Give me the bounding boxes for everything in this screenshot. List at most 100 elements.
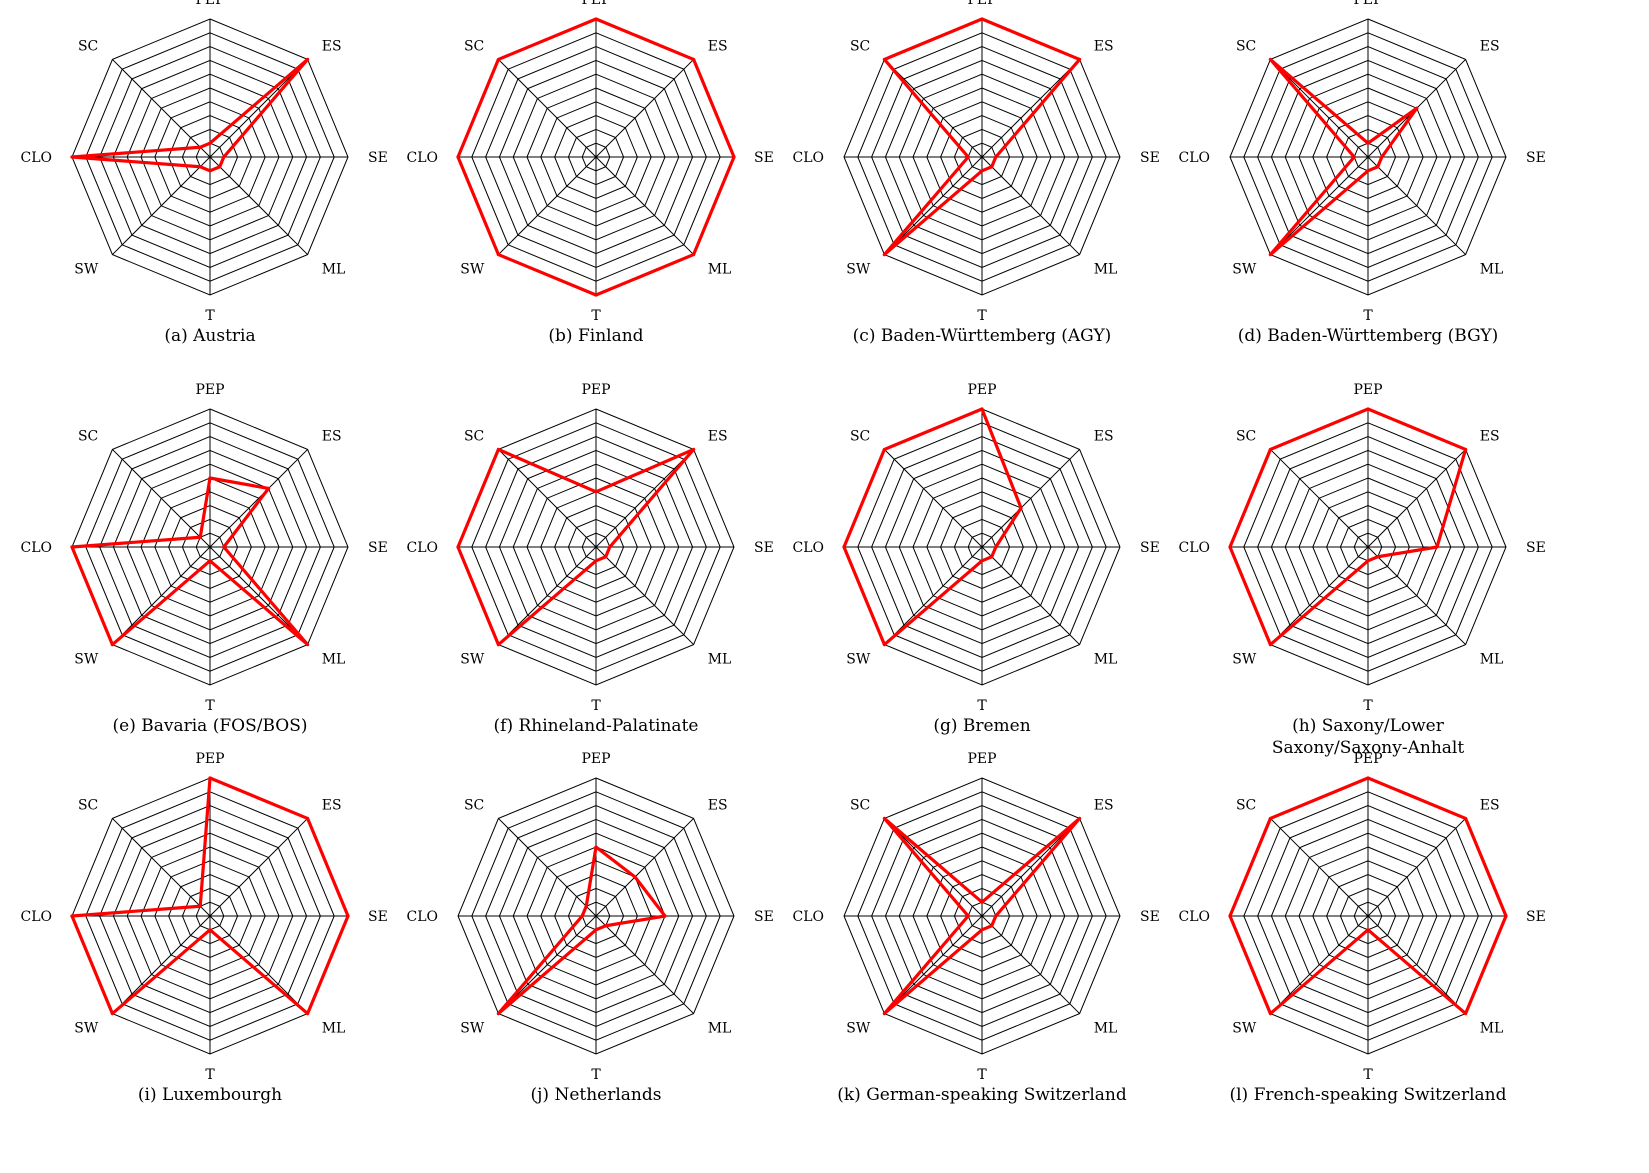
axis-spoke-es [209,449,308,548]
data-point-se [1435,545,1439,549]
data-point-sw [496,1011,501,1016]
axis-label-clo: CLO [21,150,53,166]
axis-label-pep: PEP [195,751,224,767]
axis-spoke-sw [884,546,983,645]
axis-label-clo: CLO [407,150,439,166]
data-point-se [346,914,350,918]
axis-label-sc: SC [78,797,98,813]
data-point-clo [580,914,584,918]
data-point-ml [990,555,994,559]
data-point-se [663,914,667,918]
data-point-sw [1268,1011,1273,1016]
axis-label-sc: SC [850,797,870,813]
axis-label-es: ES [1480,38,1500,54]
data-point-t [980,169,984,173]
data-point-t [594,559,598,563]
data-point-sc [198,145,202,149]
caption-line: Saxony/Saxony-Anhalt [1272,738,1465,758]
data-point-ml [691,252,696,257]
chart-caption: (g) Bremen [933,716,1030,736]
axis-label-t: T [205,698,215,714]
axis-label-ml: ML [1480,1021,1504,1037]
data-point-sw [496,642,501,647]
axis-spoke-es [1367,449,1466,548]
data-point-pep [1366,407,1370,411]
axis-spoke-ml [981,915,1080,1014]
axis-label-clo: CLO [793,150,825,166]
axis-label-sw: SW [846,1021,871,1037]
caption-line: (g) Bremen [933,716,1030,736]
axis-label-sc: SC [1236,428,1256,444]
axis-label-t: T [205,308,215,324]
axis-spoke-ml [981,546,1080,645]
axis-label-es: ES [708,38,728,54]
chart-caption: (d) Baden-Württemberg (BGY) [1238,326,1499,346]
chart-caption: (c) Baden-Württemberg (AGY) [853,326,1112,346]
chart-caption: (a) Austria [164,326,255,346]
radar-chart-2: PEP ES SE ML T SW CLO SC (c) Baden-Württemberg (… [793,0,1160,346]
axis-spoke-sc [1270,449,1369,548]
data-point-clo [842,545,846,549]
axis-spoke-sc [498,59,597,158]
axis-spoke-sw [112,915,211,1014]
axis-label-es: ES [1480,797,1500,813]
data-point-es [691,447,696,452]
data-point-es [1077,816,1082,821]
chart-caption: (j) Netherlands [531,1085,662,1105]
radar-chart-11: PEP ES SE ML T SW CLO SC (l) French-speaking Swi… [1179,751,1546,1105]
axis-label-sw: SW [460,262,485,278]
data-point-ml [305,642,310,647]
data-point-sw [882,642,887,647]
axis-label-sc: SC [850,428,870,444]
axis-label-ml: ML [322,1021,346,1037]
data-point-se [1504,914,1508,918]
axis-label-pep: PEP [195,0,224,8]
data-point-sc [882,816,887,821]
data-point-ml [990,165,994,169]
caption-line: (a) Austria [164,326,255,346]
axis-label-pep: PEP [967,0,996,8]
chart-caption: (e) Bavaria (FOS/BOS) [113,716,308,736]
data-point-pep [1366,141,1370,145]
data-point-se [994,155,998,159]
radar-chart-0: PEP ES SE ML T SW CLO SC (a) Austria [21,0,388,346]
axis-label-sw: SW [1232,652,1257,668]
axis-label-se: SE [754,150,774,166]
axis-label-clo: CLO [793,540,825,556]
axis-spoke-ml [209,546,308,645]
axis-spoke-sc [884,449,983,548]
data-point-clo [966,914,970,918]
data-point-ml [990,924,994,928]
caption-line: (c) Baden-Württemberg (AGY) [853,326,1112,346]
axis-label-se: SE [1526,150,1546,166]
radar-chart-9: PEP ES SE ML T SW CLO SC (j) Netherlands [407,751,774,1105]
data-point-pep [594,845,598,849]
axis-label-sw: SW [460,652,485,668]
axis-spoke-es [209,818,308,917]
axis-label-pep: PEP [967,382,996,398]
axis-spoke-sw [498,546,597,645]
axis-label-ml: ML [708,1021,732,1037]
axis-label-sc: SC [1236,38,1256,54]
axis-label-t: T [977,1067,987,1083]
caption-line: (h) Saxony/Lower [1292,716,1445,736]
data-point-clo [1228,914,1232,918]
axis-label-pep: PEP [1353,382,1382,398]
axis-label-se: SE [1526,909,1546,925]
data-point-sw [882,252,887,257]
axis-label-sc: SC [78,38,98,54]
data-point-sw [1268,252,1273,257]
axis-label-clo: CLO [21,909,53,925]
axis-label-pep: PEP [1353,0,1382,8]
data-point-ml [305,1011,310,1016]
axis-spoke-sc [884,818,983,917]
data-point-es [691,57,696,62]
radar-chart-6: PEP ES SE ML T SW CLO SC (g) Bremen [793,382,1160,736]
axis-label-se: SE [368,909,388,925]
axis-label-ml: ML [322,262,346,278]
data-point-t [594,293,598,297]
radar-chart-5: PEP ES SE ML T SW CLO SC (f) Rhineland-Palatinat… [407,382,774,736]
data-point-clo [456,545,460,549]
data-point-sc [198,535,202,539]
